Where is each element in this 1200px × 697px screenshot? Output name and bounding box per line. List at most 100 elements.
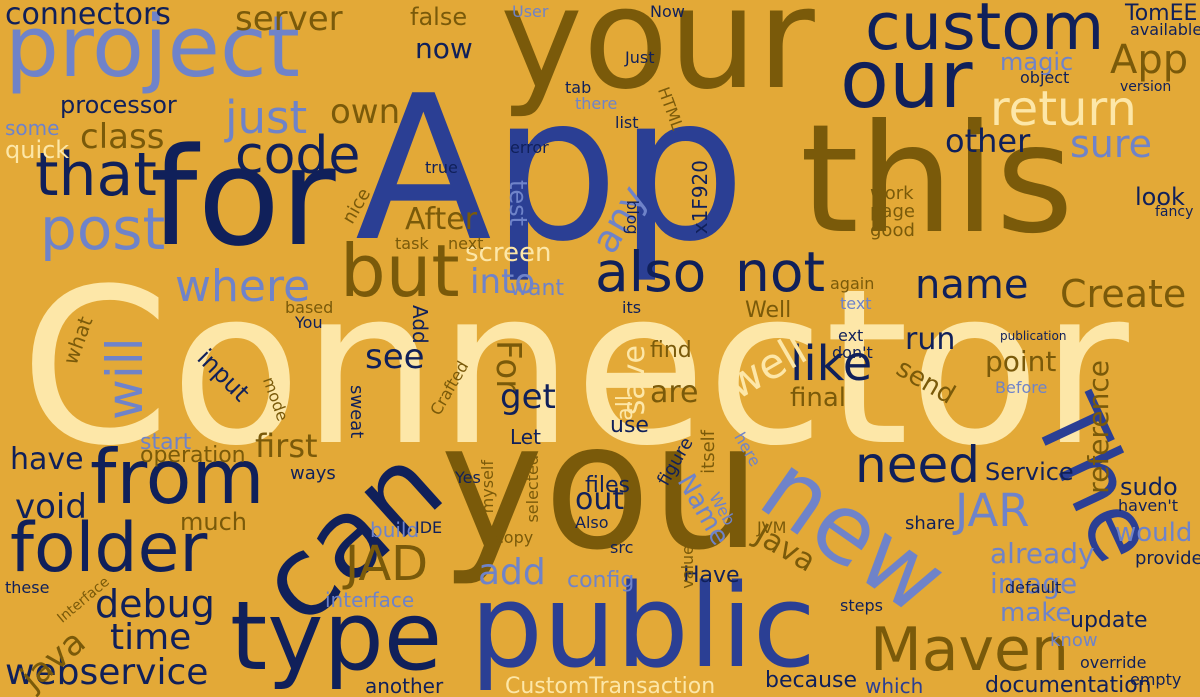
word: Now <box>650 2 685 21</box>
word: files <box>585 473 630 498</box>
word: provide <box>1135 548 1200 569</box>
word: default <box>1005 578 1062 597</box>
word: value <box>678 545 697 589</box>
word: this <box>800 93 1074 267</box>
word: next <box>448 234 484 253</box>
word: but <box>340 229 460 313</box>
word: type <box>230 582 443 692</box>
word: JAD <box>345 536 429 592</box>
word: now <box>415 32 473 65</box>
word: config <box>567 568 635 593</box>
word: itself <box>698 430 719 474</box>
word: App <box>1110 37 1189 83</box>
word: operation <box>140 443 246 468</box>
word: src <box>610 538 634 557</box>
word: point <box>985 345 1057 378</box>
word: need <box>855 436 980 494</box>
word: build <box>370 518 420 542</box>
word: server <box>235 0 343 39</box>
word: fancy <box>1155 204 1194 220</box>
word: work <box>870 183 914 204</box>
word: myself <box>478 460 497 514</box>
word: share <box>905 513 955 534</box>
word: other <box>945 122 1031 160</box>
word: IDE <box>415 518 443 537</box>
word: steps <box>840 596 883 615</box>
word: for <box>150 119 336 276</box>
word: name <box>915 262 1029 308</box>
word: look <box>1135 183 1185 211</box>
word: out <box>575 482 625 517</box>
word: User <box>512 2 549 21</box>
word: Also <box>575 513 609 532</box>
word: make <box>1000 598 1072 628</box>
word: screen <box>465 238 552 268</box>
word: final <box>790 383 847 413</box>
word: App <box>355 53 746 286</box>
word: Maven <box>870 615 1069 685</box>
word: sudo <box>1120 473 1178 501</box>
word: these <box>5 578 50 597</box>
word: Just <box>625 48 655 67</box>
word: TomEE <box>1125 1 1198 26</box>
word: based <box>285 298 334 317</box>
word: image <box>990 567 1078 600</box>
word: will <box>96 337 154 420</box>
word: not <box>735 240 826 304</box>
word: magic <box>1000 48 1074 76</box>
word: void <box>15 487 87 527</box>
word: sure <box>1070 122 1153 166</box>
word: want <box>510 276 565 301</box>
word: selected <box>523 455 542 523</box>
word: where <box>175 261 311 312</box>
word: copy <box>495 528 534 547</box>
word: JVM <box>757 518 787 537</box>
word: start <box>140 430 192 455</box>
word: true <box>425 158 458 177</box>
word: interface <box>325 588 415 612</box>
word: first <box>255 427 318 465</box>
word: You <box>295 313 323 332</box>
word: there <box>575 94 618 113</box>
word: its <box>622 298 642 317</box>
word: After <box>405 202 478 237</box>
word: CustomTransaction <box>505 674 716 697</box>
word: custom <box>865 0 1105 65</box>
word: debug <box>95 582 215 626</box>
word: JAR <box>955 484 1030 537</box>
word: error <box>510 138 549 157</box>
word: Before <box>995 378 1048 397</box>
word: already <box>990 537 1095 570</box>
word: from <box>90 433 265 521</box>
word: false <box>410 3 468 31</box>
word: return <box>990 81 1137 137</box>
word: text <box>840 294 872 313</box>
word: page <box>870 201 915 222</box>
word: another <box>365 674 444 697</box>
word: like <box>790 336 873 392</box>
word: don't <box>832 343 873 362</box>
word: code <box>235 126 361 186</box>
word: your <box>500 0 815 121</box>
word: post <box>40 195 166 263</box>
word: task <box>395 234 429 253</box>
word: see <box>365 337 425 377</box>
word: that <box>35 140 157 210</box>
word: Connector <box>20 242 1129 493</box>
word: quick <box>5 136 70 164</box>
word: ext <box>838 326 864 345</box>
word: into <box>470 262 536 302</box>
word: again <box>830 274 875 293</box>
word: ways <box>290 463 336 484</box>
word: haven't <box>1118 496 1179 515</box>
word: our <box>840 33 973 126</box>
word: version <box>1120 79 1172 95</box>
word: update <box>1070 608 1148 633</box>
word: folder <box>10 509 208 588</box>
word: have <box>10 442 84 477</box>
word: Yes <box>455 468 481 487</box>
word: x1F920 <box>688 160 712 235</box>
word: reference <box>1082 360 1115 494</box>
word: publication <box>1000 329 1067 343</box>
